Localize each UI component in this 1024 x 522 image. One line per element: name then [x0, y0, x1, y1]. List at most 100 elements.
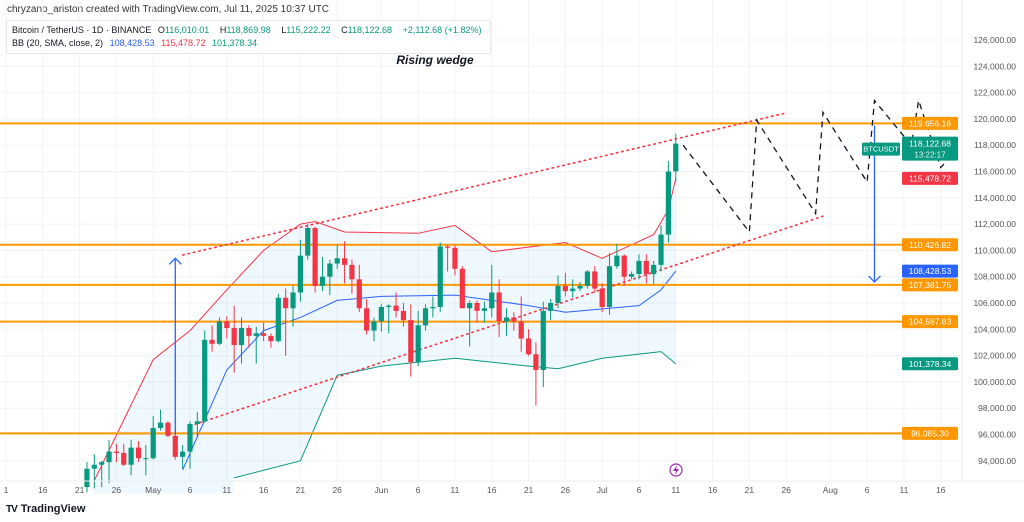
candle — [614, 243, 620, 269]
time-axis-label: 26 — [781, 485, 791, 495]
candle-body — [84, 468, 90, 488]
bb-lower-line — [234, 351, 677, 479]
candle — [422, 304, 429, 331]
candle-body — [202, 339, 208, 422]
time-axis-label: 16 — [487, 485, 497, 495]
candle — [180, 445, 186, 469]
candle-body — [135, 447, 142, 459]
arrow-head — [868, 275, 881, 283]
candle — [525, 329, 532, 356]
bb-lower-tag-label: 101,378.34 — [909, 359, 952, 369]
candle — [503, 308, 510, 336]
price-axis-label: 106,000.00 — [973, 298, 1016, 308]
price-change: +2,112.68 (+1.82%) — [402, 25, 482, 35]
candle-body — [408, 320, 414, 363]
candle-body — [305, 228, 311, 256]
candle-body — [261, 333, 267, 336]
price-axis-label: 120,000.00 — [973, 114, 1016, 124]
candle-body — [172, 435, 178, 457]
candle-body — [349, 264, 355, 280]
price-axis-label: 112,000.00 — [974, 219, 1016, 229]
candle — [489, 264, 495, 318]
candle-body — [216, 321, 223, 344]
time-axis-label: Jun — [375, 485, 389, 495]
candle-body — [99, 462, 105, 465]
candle — [356, 264, 362, 313]
candle-body — [503, 317, 510, 322]
candle — [393, 292, 399, 318]
price-axis-label: 102,000.00 — [973, 351, 1016, 361]
tradingview-logo-icon: TV — [6, 503, 18, 515]
candle — [290, 285, 296, 327]
candle-body — [121, 452, 127, 465]
candle — [128, 439, 134, 476]
candle — [511, 312, 517, 331]
bb-upper-value: 115,478.72 — [161, 38, 206, 48]
symbol-name[interactable]: Bitcoin / TetherUS · 1D · BINANCE — [12, 25, 152, 35]
candle — [113, 443, 119, 463]
candle-body — [489, 292, 495, 309]
candle — [408, 304, 414, 377]
candle — [172, 430, 178, 460]
candle — [400, 303, 407, 327]
candle-body — [91, 464, 97, 469]
level-price-tag: 110,426.82 — [902, 238, 958, 252]
bb-indicator-name[interactable]: BB (20, SMA, close, 2) — [12, 38, 104, 48]
time-axis-label: 16 — [259, 485, 269, 495]
candle — [283, 288, 289, 356]
candle-body — [518, 321, 524, 339]
bb-upper-tag-label: 115,478.72 — [909, 173, 951, 183]
candle-body — [525, 338, 532, 355]
level-price-tag: 104,587.83 — [902, 315, 958, 329]
candle-body — [562, 285, 568, 292]
candle-body — [246, 327, 252, 336]
candle — [371, 317, 377, 342]
candle-body — [570, 288, 576, 292]
time-axis-label: 11 — [900, 485, 909, 495]
candle-body — [165, 422, 171, 436]
candle-body — [378, 306, 384, 322]
candle — [467, 300, 473, 347]
level-price-tag-bg — [902, 426, 958, 440]
time-axis-label: 16 — [38, 485, 48, 495]
bb-upper-tag-bg — [902, 171, 958, 185]
candle — [481, 301, 487, 323]
time-axis-label: 26 — [112, 485, 122, 495]
candle — [319, 256, 326, 292]
candle-body — [467, 303, 473, 309]
candle-body — [577, 285, 583, 289]
bb-upper-tag: 115,478.72 — [902, 171, 958, 185]
candle-body — [452, 247, 458, 269]
bb-lower-tag: 101,378.34 — [902, 357, 958, 371]
candle-body — [209, 339, 215, 344]
candle-body — [187, 423, 193, 452]
candle-body — [511, 317, 517, 322]
price-axis-label: 108,000.00 — [973, 272, 1016, 282]
candle — [99, 460, 105, 488]
price-axis-label: 98,000.00 — [978, 403, 1016, 413]
candle — [658, 225, 664, 272]
candle — [202, 330, 208, 423]
level-price-tag: 96,085.30 — [902, 426, 958, 440]
candle-body — [268, 335, 274, 342]
candle-body — [621, 255, 627, 277]
last-price-tag-label: 118,122.68 — [909, 139, 951, 149]
tradingview-logo[interactable]: TV TradingView — [6, 503, 85, 515]
ohlc-open: O116,010.01 — [157, 25, 210, 35]
candle — [606, 253, 613, 315]
wedge-lower-trendline — [189, 215, 824, 427]
candle — [378, 304, 384, 332]
event-lightning-icon[interactable] — [669, 463, 683, 477]
candle — [187, 421, 193, 469]
time-axis-label: 11 — [222, 485, 231, 495]
candle-body — [651, 264, 657, 275]
price-axis-label: 114,000.00 — [974, 193, 1016, 203]
level-price-tag-bg — [902, 315, 958, 329]
candle — [135, 441, 142, 463]
candle — [341, 241, 348, 284]
candle-body — [275, 297, 281, 342]
ohlc-close: C118,122.68 — [341, 25, 393, 35]
candle-body — [356, 279, 362, 309]
time-axis-label: 26 — [561, 485, 571, 495]
